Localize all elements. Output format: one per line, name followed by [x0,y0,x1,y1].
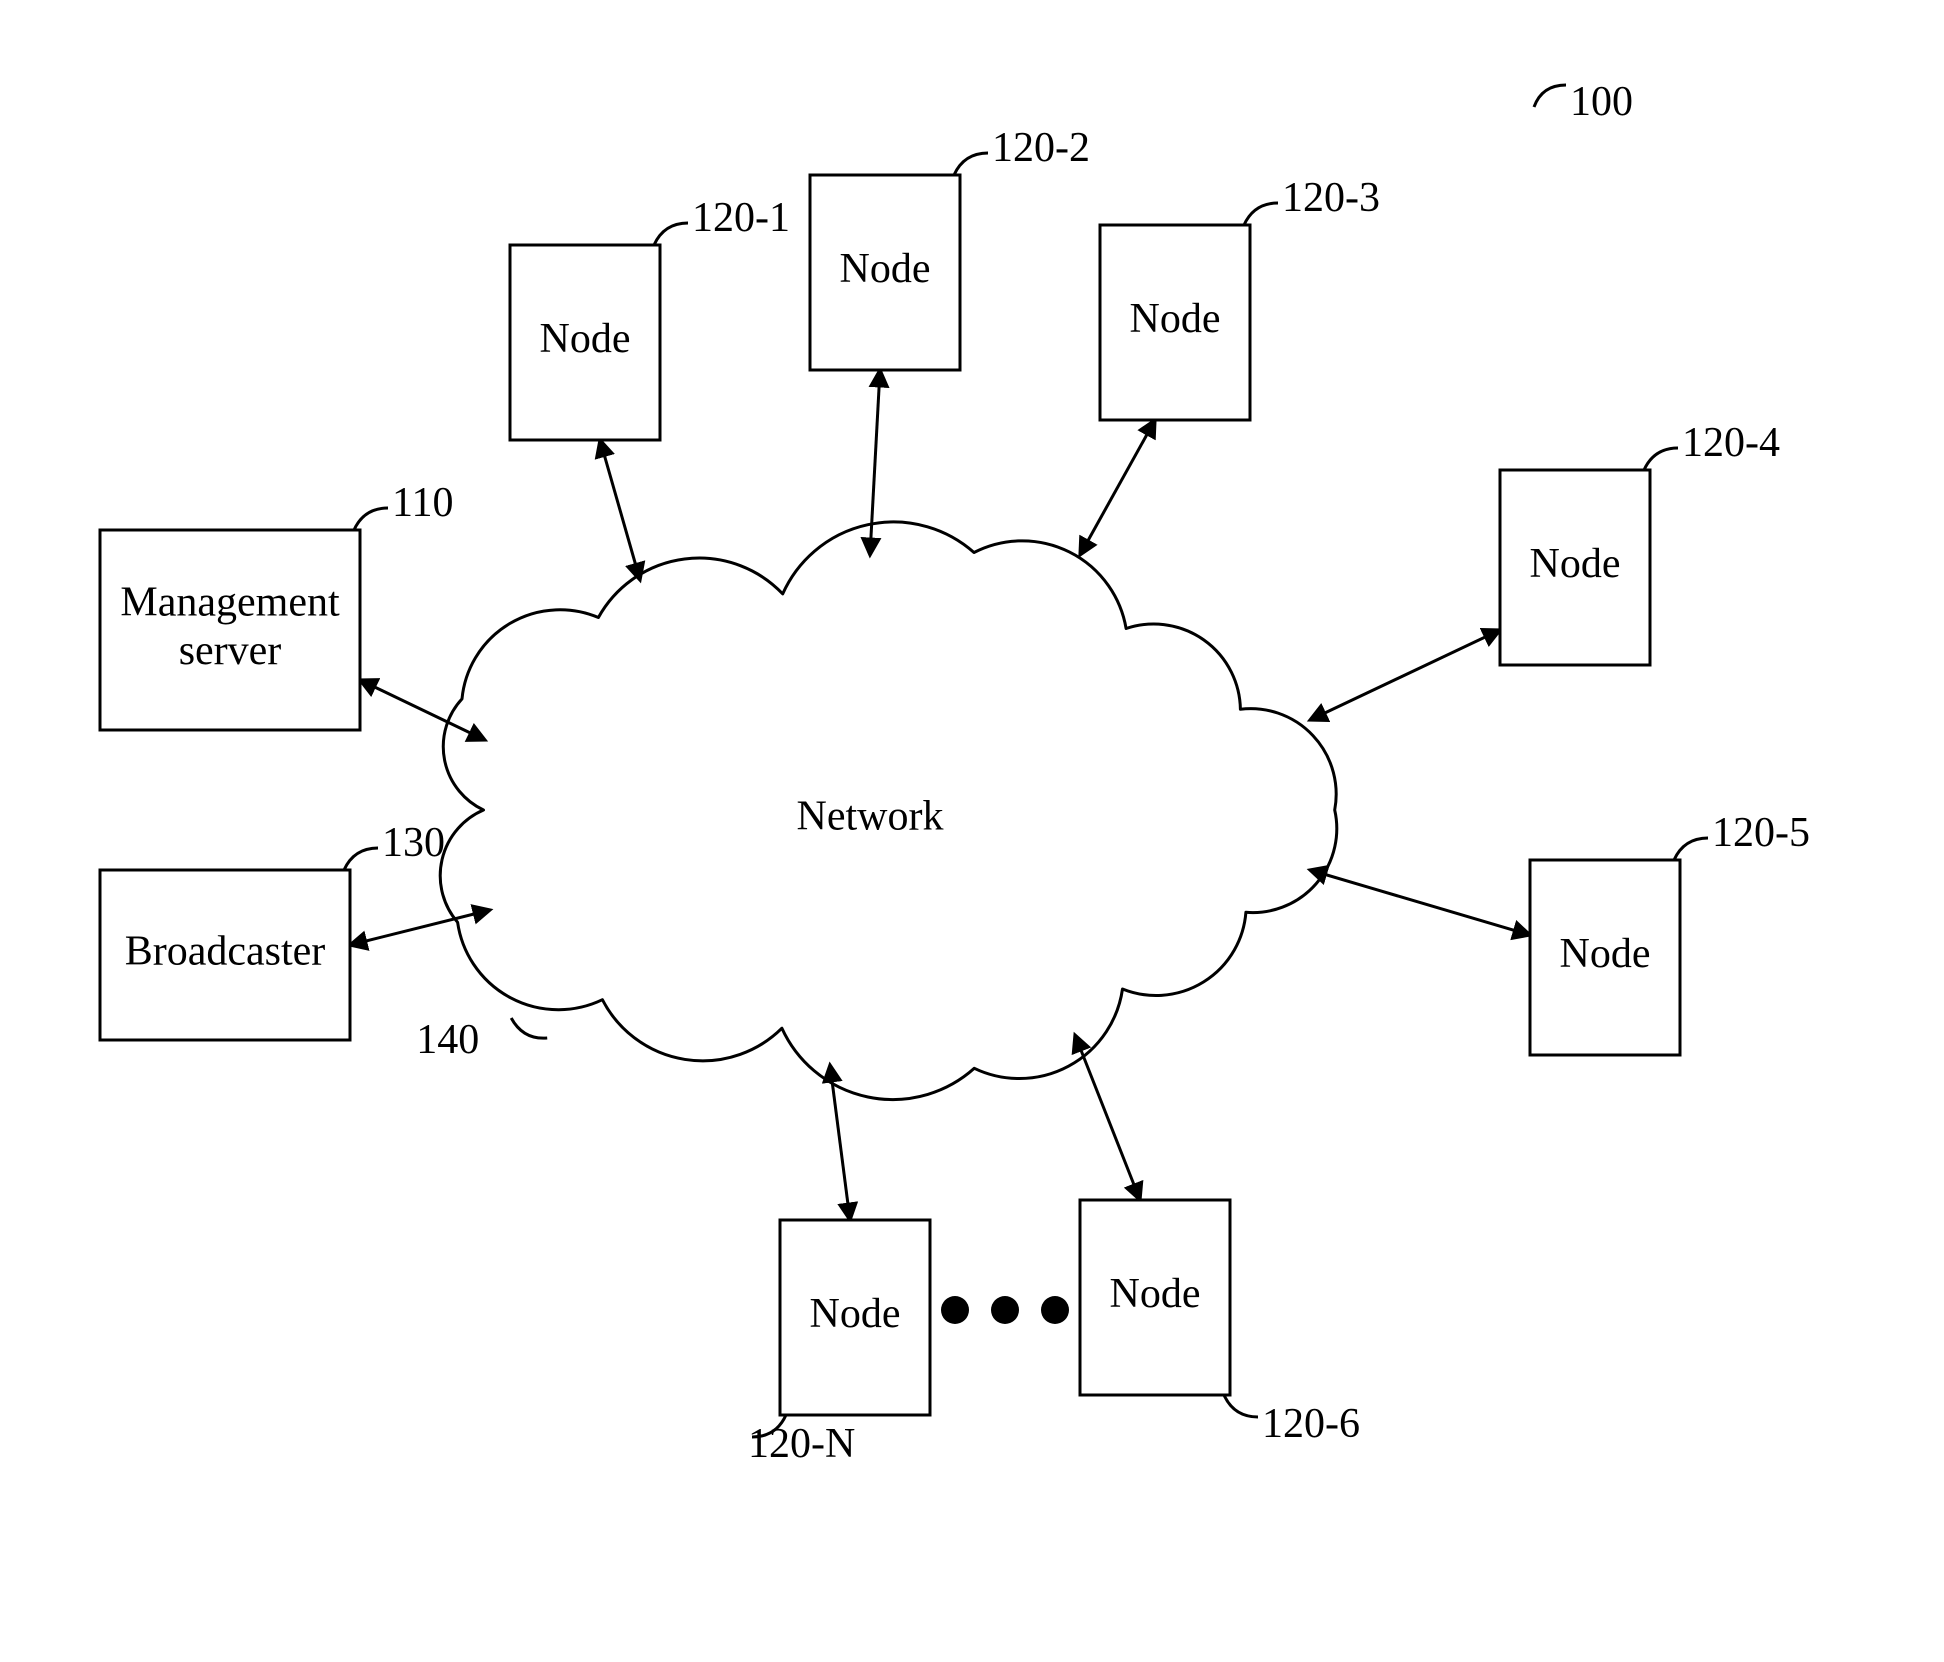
node-n6: Node 120-6 [1080,1200,1360,1447]
node-label: Management [120,579,340,625]
node-ref: 120-2 [992,125,1090,171]
node-bcast: Broadcaster 130 [100,820,445,1040]
node-label: Node [540,316,631,362]
node-label: Broadcaster [125,929,326,975]
node-label: Node [1560,931,1651,977]
node-label: Node [840,246,931,292]
connection-arrow [1075,1035,1140,1200]
node-nN: Node 120-N [748,1220,930,1467]
ellipsis-dot [941,1296,969,1324]
node-label: Node [810,1291,901,1337]
figure-ref: 100 [1570,79,1633,125]
connection-arrow [1310,630,1500,720]
node-n5: Node 120-5 [1530,810,1810,1055]
ellipsis-dot [991,1296,1019,1324]
node-ref: 130 [382,820,445,866]
node-label: Node [1530,541,1621,587]
node-ref: 120-1 [692,195,790,241]
node-ref: 120-3 [1282,175,1380,221]
ellipsis-dot [1041,1296,1069,1324]
network-cloud-label: Network [797,794,944,840]
node-ref: 120-N [748,1421,855,1467]
node-label: Node [1110,1271,1201,1317]
connection-arrow [1080,420,1155,555]
network-diagram: Network 140 Managementserver 110 Broadcaster… [0,0,1944,1662]
node-label: server [179,628,282,674]
node-ref: 110 [392,480,453,526]
network-cloud-ref: 140 [416,1017,479,1063]
node-n3: Node 120-3 [1100,175,1380,420]
node-label: Node [1130,296,1221,342]
node-n1: Node 120-1 [510,195,790,440]
node-ref: 120-6 [1262,1401,1360,1447]
figure-ref-hook [1534,85,1566,107]
connection-arrow [1310,870,1530,935]
node-ref: 120-5 [1712,810,1810,856]
node-ref: 120-4 [1682,420,1780,466]
node-n4: Node 120-4 [1500,420,1780,665]
node-mgmt: Managementserver 110 [100,480,453,730]
connection-arrow [600,440,640,580]
node-n2: Node 120-2 [810,125,1090,370]
